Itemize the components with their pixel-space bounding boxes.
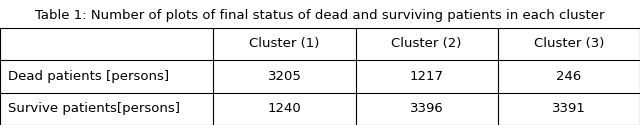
Text: Cluster (2): Cluster (2) bbox=[392, 37, 462, 50]
Text: Cluster (1): Cluster (1) bbox=[249, 37, 319, 50]
Text: 3396: 3396 bbox=[410, 102, 444, 115]
Text: Dead patients [persons]: Dead patients [persons] bbox=[8, 70, 169, 83]
Text: Survive patients[persons]: Survive patients[persons] bbox=[8, 102, 180, 115]
Text: Cluster (3): Cluster (3) bbox=[534, 37, 604, 50]
Text: 1240: 1240 bbox=[268, 102, 301, 115]
Text: 3391: 3391 bbox=[552, 102, 586, 115]
Text: 1217: 1217 bbox=[410, 70, 444, 83]
Text: Table 1: Number of plots of final status of dead and surviving patients in each : Table 1: Number of plots of final status… bbox=[35, 9, 605, 22]
Text: 246: 246 bbox=[556, 70, 582, 83]
Text: 3205: 3205 bbox=[268, 70, 301, 83]
